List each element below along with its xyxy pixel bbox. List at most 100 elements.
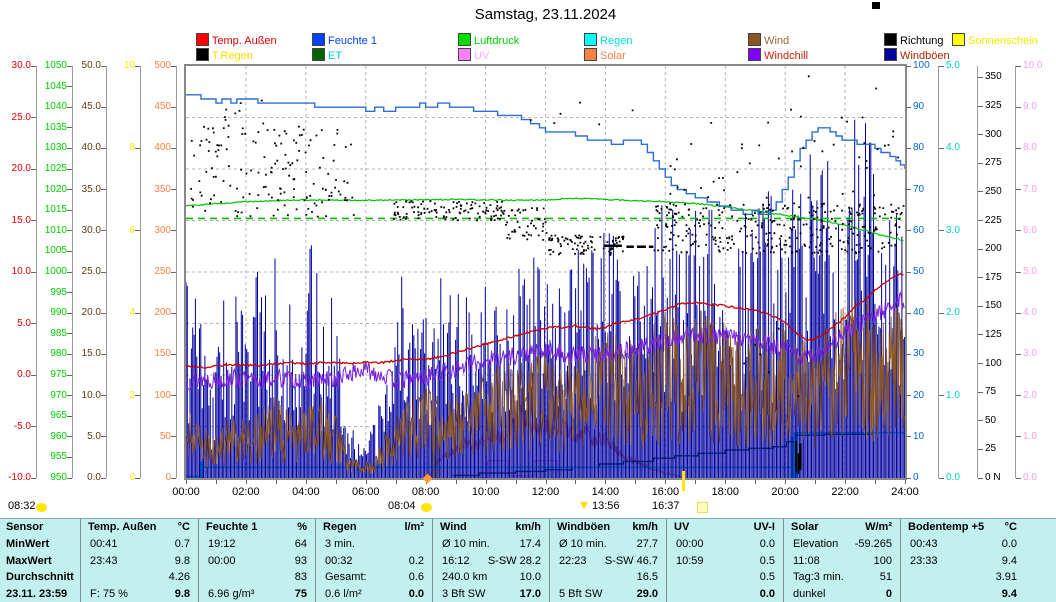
legend-color-swatch bbox=[196, 33, 209, 46]
table-cell-value: 10.0 bbox=[519, 571, 541, 584]
legend-item-windb-en: Windböen bbox=[884, 48, 950, 62]
axis-label: 25.0 bbox=[81, 266, 101, 277]
axis-label: 990 bbox=[50, 307, 67, 319]
series-windchill bbox=[186, 291, 905, 391]
table-column-name: Feuchte 1 bbox=[206, 521, 258, 533]
table-column-separator bbox=[80, 519, 81, 602]
x-axis-tick bbox=[365, 480, 367, 484]
x-axis-tick bbox=[905, 480, 906, 484]
axis-tick bbox=[31, 65, 36, 67]
axis-tick bbox=[101, 65, 106, 67]
axis-label: 6.0 bbox=[1023, 224, 1037, 236]
x-axis-tick bbox=[395, 480, 397, 484]
table-cell-label: 0.6 l/m² bbox=[325, 588, 362, 601]
axis-label: 1030 bbox=[44, 142, 67, 154]
axis-label: 4 bbox=[129, 307, 135, 319]
x-axis-tick bbox=[815, 480, 817, 484]
axis-label: 150 bbox=[154, 348, 171, 360]
axis-tick bbox=[171, 147, 176, 149]
axis-label: 250 bbox=[154, 266, 171, 277]
series-luftdruck bbox=[186, 197, 904, 242]
table-cell-label: 240.0 km bbox=[442, 571, 488, 584]
x-axis-tick bbox=[545, 480, 547, 484]
x-axis-tick bbox=[785, 480, 787, 484]
axis-tick bbox=[171, 230, 176, 232]
axis-tick bbox=[1016, 271, 1021, 273]
table-column-unit: °C bbox=[1004, 521, 1017, 533]
table-column-separator bbox=[666, 519, 667, 602]
axis-tick bbox=[978, 191, 983, 193]
axis-label: 1005 bbox=[44, 245, 67, 257]
legend-item-solar: Solar bbox=[584, 48, 626, 62]
axis-tick bbox=[939, 312, 944, 314]
x-axis-tick bbox=[725, 480, 727, 484]
axis-tick bbox=[67, 230, 72, 232]
axis-label: 50 bbox=[159, 430, 171, 442]
table-cell-label: dunkel bbox=[793, 588, 826, 601]
axis-label: 985 bbox=[50, 327, 67, 339]
axis-tick bbox=[67, 209, 72, 211]
axis-tick bbox=[171, 312, 176, 314]
table-cell-value: 9.8 bbox=[174, 554, 190, 567]
table-cell-value: 0 bbox=[885, 588, 892, 601]
table-cell-label: Tag:3 min. bbox=[793, 571, 844, 584]
axis-label: 1040 bbox=[44, 101, 67, 113]
axis-tick bbox=[67, 477, 72, 479]
axis-tick bbox=[939, 230, 944, 232]
axis-tick bbox=[67, 456, 72, 458]
table-column-name: Windböen bbox=[557, 521, 611, 533]
legend-label: Wind bbox=[761, 35, 790, 47]
axis-tick bbox=[101, 395, 106, 397]
axis-label: 1000 bbox=[44, 266, 67, 277]
table-cell-value: 3.91 bbox=[995, 571, 1017, 584]
axis-tick bbox=[67, 147, 72, 149]
axis-tick bbox=[31, 374, 36, 376]
axis-label: 50 bbox=[913, 266, 925, 277]
axis-tick bbox=[1016, 395, 1021, 397]
table-cell-label: Gesamt: bbox=[325, 571, 367, 584]
x-axis-tick bbox=[575, 480, 577, 484]
table-cell-value: 27.7 bbox=[636, 537, 658, 550]
axis-label: 325 bbox=[985, 100, 1002, 112]
axis-tick bbox=[171, 395, 176, 397]
axis-label: 25 bbox=[985, 443, 997, 455]
table-row-header: MinWert bbox=[6, 537, 50, 550]
table-cell-value: 83 bbox=[294, 571, 307, 584]
table-cell-label: 22:23 bbox=[559, 554, 587, 567]
table-cell-label: Ø 10 min. bbox=[442, 537, 490, 550]
axis-tick bbox=[31, 323, 36, 324]
axis-label: 275 bbox=[985, 157, 1002, 169]
table-cell-value: 16.5 bbox=[636, 571, 658, 584]
axis-tick bbox=[101, 312, 106, 314]
axis-label: 200 bbox=[154, 307, 171, 319]
axis-label: 50 bbox=[985, 414, 997, 426]
table-column-name: UV bbox=[674, 521, 690, 533]
axis-label: 70 bbox=[913, 183, 925, 195]
axis-label: 350 bbox=[154, 183, 171, 195]
axis-label: 500 bbox=[154, 60, 171, 71]
axis-tick bbox=[906, 106, 911, 108]
axis-tick bbox=[67, 353, 72, 355]
table-cell-value: 17.0 bbox=[519, 588, 541, 601]
axis-label: 975 bbox=[50, 369, 67, 380]
axis-label: 35.0 bbox=[81, 183, 101, 195]
x-axis-label: 16:00 bbox=[651, 486, 680, 498]
axis-label: 10 bbox=[123, 60, 135, 71]
x-axis-tick bbox=[665, 480, 667, 484]
axis-label: 450 bbox=[154, 101, 171, 113]
axis-label: -5.0 bbox=[13, 420, 31, 432]
axis-tick bbox=[906, 395, 911, 397]
x-axis-label: 04:00 bbox=[292, 486, 320, 498]
legend-label: Temp. Außen bbox=[209, 35, 277, 47]
axis-tick bbox=[31, 271, 36, 273]
table-row-header: Sensor bbox=[6, 521, 44, 533]
axis-tick bbox=[101, 436, 106, 438]
legend-item-temp-au-en: Temp. Außen bbox=[196, 33, 277, 47]
legend-item-luftdruck: Luftdruck bbox=[458, 33, 519, 47]
table-cell-value: 4.26 bbox=[168, 571, 190, 584]
statistics-table: Sensor MinWert MaxWert Durchschnitt 23.11. 2… bbox=[0, 518, 1056, 602]
series-richtung bbox=[190, 75, 905, 398]
x-axis-label: 06:00 bbox=[351, 486, 380, 498]
axis-label: 100 bbox=[985, 357, 1002, 369]
